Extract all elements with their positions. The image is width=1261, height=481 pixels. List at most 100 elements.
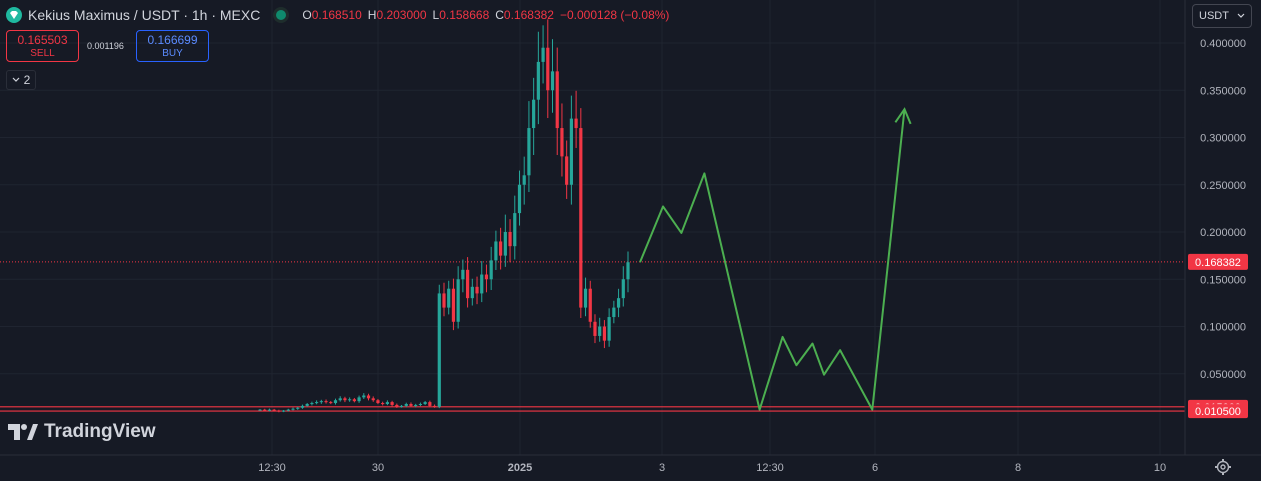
candle bbox=[263, 409, 267, 411]
sell-button[interactable]: 0.165503 SELL bbox=[6, 30, 79, 62]
candle bbox=[626, 262, 630, 280]
candle bbox=[319, 401, 323, 403]
candle bbox=[565, 156, 569, 185]
y-tick-label: 0.100000 bbox=[1200, 322, 1246, 334]
candle bbox=[560, 128, 564, 157]
candle bbox=[602, 326, 607, 341]
candle bbox=[376, 400, 380, 404]
candle bbox=[607, 317, 611, 341]
x-tick-label: 12:30 bbox=[258, 462, 286, 474]
ohlc-low: L0.158668 bbox=[432, 8, 490, 22]
candlestick-series bbox=[258, 19, 630, 413]
y-tick-label: 0.250000 bbox=[1200, 180, 1246, 192]
candle bbox=[513, 213, 517, 247]
tradingview-logo[interactable]: TradingView bbox=[8, 421, 156, 443]
candle bbox=[569, 118, 573, 185]
candle bbox=[612, 307, 616, 318]
gear-icon[interactable] bbox=[1214, 458, 1232, 476]
symbol-title[interactable]: Kekius Maximus / USDT · 1h · MEXC bbox=[28, 7, 261, 23]
candle bbox=[310, 403, 314, 405]
candle bbox=[494, 241, 498, 261]
candle bbox=[489, 260, 493, 280]
candle bbox=[348, 399, 352, 401]
last-price-label: 0.168382 bbox=[1195, 257, 1241, 269]
last-price-badge bbox=[1188, 253, 1248, 270]
candle bbox=[300, 405, 305, 408]
candle bbox=[499, 241, 503, 256]
candle bbox=[428, 402, 432, 406]
candle bbox=[399, 405, 404, 407]
x-tick-label: 6 bbox=[872, 462, 878, 474]
x-tick-label: 12:30 bbox=[756, 462, 784, 474]
candle bbox=[371, 398, 375, 401]
x-tick-label: 2025 bbox=[508, 462, 532, 474]
buy-price: 0.166699 bbox=[147, 33, 198, 47]
candle bbox=[480, 274, 484, 294]
candle bbox=[522, 175, 526, 185]
projection-path bbox=[639, 107, 912, 411]
buy-button[interactable]: 0.166699 BUY bbox=[136, 30, 209, 62]
candle bbox=[357, 397, 361, 402]
candle bbox=[550, 71, 555, 91]
candle bbox=[329, 402, 333, 404]
candle bbox=[362, 395, 366, 398]
candle bbox=[352, 399, 356, 402]
candle bbox=[598, 326, 602, 336]
y-tick-label: 0.400000 bbox=[1200, 38, 1246, 50]
candle bbox=[475, 286, 479, 294]
candle bbox=[277, 410, 281, 412]
candle bbox=[418, 403, 423, 405]
candle bbox=[583, 288, 588, 308]
candle bbox=[437, 293, 441, 407]
candle bbox=[258, 409, 262, 411]
candle bbox=[527, 128, 531, 176]
candle bbox=[579, 128, 583, 308]
candle bbox=[546, 47, 550, 91]
ohlc-open: O0.168510 bbox=[302, 8, 362, 22]
candle bbox=[267, 409, 272, 411]
candle bbox=[465, 269, 470, 299]
ohlc-change: −0.000128 (−0.08%) bbox=[559, 8, 670, 22]
y-tick-label: 0.050000 bbox=[1200, 369, 1246, 381]
candle bbox=[532, 99, 536, 129]
candle bbox=[409, 403, 413, 406]
indicators-toggle[interactable]: 2 bbox=[6, 70, 36, 90]
candle bbox=[593, 321, 597, 336]
candle bbox=[536, 61, 540, 100]
candle bbox=[470, 286, 474, 299]
y-axis: 0.400000 0.350000 0.300000 0.250000 0.200000… bbox=[1184, 0, 1248, 455]
market-status-icon[interactable] bbox=[276, 10, 287, 20]
candle bbox=[366, 395, 371, 399]
buy-label: BUY bbox=[162, 48, 183, 59]
candle bbox=[272, 409, 276, 411]
x-tick-label: 8 bbox=[1015, 462, 1021, 474]
chevron-down-icon bbox=[12, 77, 20, 82]
level-badge bbox=[1188, 404, 1248, 419]
level-label: 0.010500 bbox=[1195, 406, 1241, 418]
candle bbox=[395, 404, 399, 407]
y-tick-label: 0.350000 bbox=[1200, 85, 1246, 97]
candle bbox=[432, 405, 437, 407]
currency-value: USDT bbox=[1199, 10, 1229, 22]
candle bbox=[286, 409, 290, 411]
candle bbox=[291, 408, 295, 410]
projection-arrowhead bbox=[894, 107, 912, 125]
sell-label: SELL bbox=[30, 48, 55, 59]
tradingview-logo-icon bbox=[8, 424, 38, 440]
candle bbox=[447, 288, 451, 308]
candle bbox=[574, 118, 578, 129]
spread-value: 0.001196 bbox=[87, 41, 124, 51]
candle bbox=[296, 407, 300, 409]
candle bbox=[451, 288, 456, 322]
candle bbox=[442, 293, 446, 308]
projection-polyline bbox=[639, 109, 906, 411]
candle bbox=[423, 402, 427, 404]
brand-name: TradingView bbox=[44, 421, 156, 442]
currency-select[interactable]: USDT bbox=[1192, 4, 1252, 28]
candle bbox=[541, 47, 545, 62]
candle bbox=[305, 403, 309, 406]
chevron-down-icon bbox=[1237, 13, 1245, 18]
horizontal-lines bbox=[0, 261, 1185, 412]
ohlc-high: H0.203000 bbox=[367, 8, 427, 22]
